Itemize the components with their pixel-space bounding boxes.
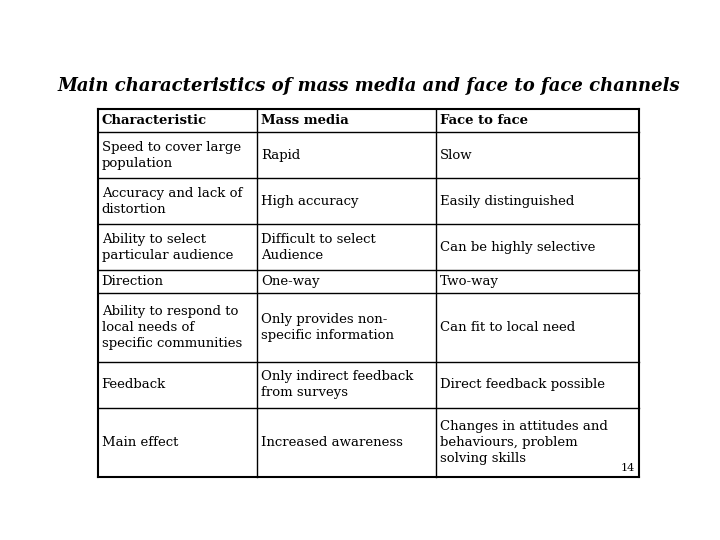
- Text: Only provides non-
specific information: Only provides non- specific information: [261, 313, 395, 342]
- Text: Mass media: Mass media: [261, 114, 349, 127]
- Text: Can be highly selective: Can be highly selective: [440, 241, 595, 254]
- Text: Two-way: Two-way: [440, 275, 499, 288]
- Text: Rapid: Rapid: [261, 149, 300, 162]
- Text: Accuracy and lack of
distortion: Accuracy and lack of distortion: [102, 187, 242, 216]
- Text: Difficult to select
Audience: Difficult to select Audience: [261, 233, 376, 262]
- Text: Only indirect feedback
from surveys: Only indirect feedback from surveys: [261, 370, 413, 400]
- Text: Speed to cover large
population: Speed to cover large population: [102, 141, 240, 170]
- Text: Main characteristics of mass media and face to face channels: Main characteristics of mass media and f…: [58, 77, 680, 96]
- Text: Characteristic: Characteristic: [102, 114, 207, 127]
- Text: Can fit to local need: Can fit to local need: [440, 321, 575, 334]
- Text: One-way: One-way: [261, 275, 320, 288]
- Text: Face to face: Face to face: [440, 114, 528, 127]
- Text: Easily distinguished: Easily distinguished: [440, 195, 574, 208]
- Text: Feedback: Feedback: [102, 379, 166, 392]
- Text: High accuracy: High accuracy: [261, 195, 359, 208]
- Text: Ability to select
particular audience: Ability to select particular audience: [102, 233, 233, 262]
- Text: 14: 14: [621, 463, 635, 473]
- Text: Increased awareness: Increased awareness: [261, 436, 403, 449]
- Text: Direction: Direction: [102, 275, 163, 288]
- Text: Changes in attitudes and
behaviours, problem
solving skills: Changes in attitudes and behaviours, pro…: [440, 420, 608, 465]
- Text: Direct feedback possible: Direct feedback possible: [440, 379, 605, 392]
- Text: Ability to respond to
local needs of
specific communities: Ability to respond to local needs of spe…: [102, 305, 242, 350]
- Text: Slow: Slow: [440, 149, 472, 162]
- Text: Main effect: Main effect: [102, 436, 178, 449]
